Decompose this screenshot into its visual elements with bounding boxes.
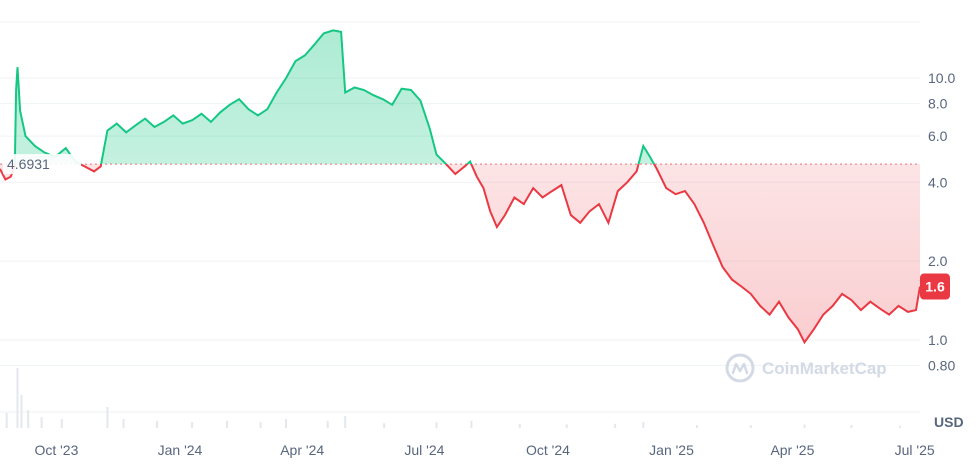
volume-bar [156,420,159,428]
x-tick-label: Apr '25 [770,442,814,458]
baseline-label: 4.6931 [3,154,81,175]
x-tick-label: Jul '24 [404,442,444,458]
x-tick-label: Jan '24 [158,442,203,458]
y-tick-label: 10.0 [928,70,955,86]
volume-bar [106,407,109,428]
volume-bars [5,368,901,428]
y-tick-label: 4.0 [928,174,948,190]
x-tick-label: Oct '23 [34,442,78,458]
volume-bar [20,395,23,428]
volume-bar [470,420,473,428]
x-tick-label: Apr '24 [280,442,324,458]
volume-bar [16,368,19,428]
y-tick-label: 6.0 [928,128,948,144]
volume-bar [749,425,752,428]
volume-bar [191,422,194,428]
volume-bar [565,424,568,428]
volume-bar [614,423,617,428]
y-axis: 10.0 8.0 6.0 4.0 2.0 1.0 0.80 [928,70,955,373]
y-tick-label: 1.0 [928,332,948,348]
volume-bar [40,417,43,428]
y-tick-label: 8.0 [928,95,948,111]
current-price-badge: 1.6 [920,273,950,300]
y-tick-label: 2.0 [928,253,948,269]
y-tick-label: 0.80 [928,357,955,373]
volume-bar [898,425,901,428]
area-below-baseline [0,164,920,343]
volume-bar [122,419,125,428]
volume-bar [696,425,699,428]
area-above-baseline [14,30,655,165]
watermark-text: CoinMarketCap [762,359,887,378]
volume-bar [435,422,438,428]
coinmarketcap-logo-icon [725,353,755,383]
volume-bar [803,424,806,428]
current-price-label: 1.6 [925,279,945,295]
volume-bar [225,420,228,428]
baseline-label-text: 4.6931 [7,156,50,172]
price-line-down [0,164,920,345]
volume-bar [518,423,521,428]
volume-bar [850,425,853,428]
x-axis: Oct '23 Jan '24 Apr '24 Jul '24 Oct '24 Jan '… [34,442,934,458]
volume-bar [285,419,288,428]
currency-unit-label: USD [934,414,964,430]
volume-bar [5,413,8,428]
volume-bar [60,419,63,428]
volume-bar [383,423,386,428]
volume-bar [326,420,329,428]
coinmarketcap-watermark: CoinMarketCap [725,353,887,383]
x-tick-label: Jul '25 [895,442,935,458]
price-line-up [13,29,656,165]
x-tick-label: Jan '25 [649,442,694,458]
x-tick-label: Oct '24 [526,442,570,458]
volume-bar [642,422,645,428]
volume-bar [27,410,30,428]
volume-bar [344,416,347,428]
volume-bar [259,422,262,428]
